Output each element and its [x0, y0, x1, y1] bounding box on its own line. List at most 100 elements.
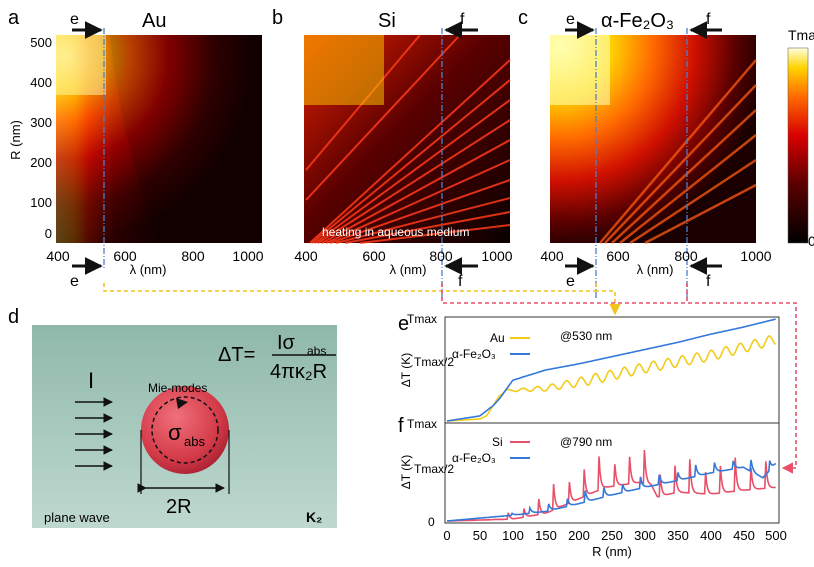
ytick-e-half: Tmax/2	[414, 355, 454, 369]
formula-lhs: ΔT=	[218, 344, 255, 366]
xtick-c-400: 400	[540, 248, 564, 264]
panel-f: f Tmax Tmax/2 0 ΔT (K) @790 nm Si α-Fe₂O…	[398, 415, 787, 559]
xtick-r-300: 300	[634, 528, 656, 543]
xtick-a-600: 600	[113, 248, 137, 264]
colorbar-top-label: Tmax	[788, 27, 814, 43]
ytick-f-half: Tmax/2	[414, 462, 454, 476]
panel-letter-c: c	[518, 7, 528, 29]
sigma-subscript: abs	[184, 434, 205, 449]
plot-frame-f	[444, 422, 780, 524]
panel-b: b Si f f heating in aqueous medium 400 6…	[272, 7, 513, 300]
material-si: Si	[378, 10, 396, 32]
xtick-r-200: 200	[568, 528, 590, 543]
heatmap-au-hotspot	[56, 35, 106, 95]
heatmap-fe-modes	[599, 59, 757, 245]
sigma-symbol: σ	[168, 420, 182, 445]
formula-numerator: Iσ	[277, 332, 296, 354]
panel-letter-e: e	[398, 313, 409, 335]
xtick-b-800: 800	[429, 248, 453, 264]
material-fe: α-Fe₂O₃	[601, 10, 674, 32]
xtick-c-1000: 1000	[740, 248, 771, 264]
xtick-c-800: 800	[674, 248, 698, 264]
series-f-si	[447, 449, 776, 522]
marker-f-bottom-c: f	[706, 273, 711, 290]
connector-530-a	[103, 283, 596, 292]
ytick-a-400: 400	[30, 75, 52, 90]
marker-e-top-a: e	[70, 11, 79, 28]
panel-a: a Au e e R (nm) 0 100 200 300 400 500 40…	[8, 7, 264, 290]
xlabel-c: λ (nm)	[637, 262, 674, 277]
xticks-c: 400 600 800 1000	[540, 248, 771, 264]
ylabel-e: ΔT (K)	[399, 353, 413, 387]
ytick-a-0: 0	[45, 226, 52, 241]
xtick-r-500: 500	[765, 528, 787, 543]
kappa-label: K₂	[306, 509, 322, 525]
diameter-label: 2R	[166, 496, 192, 518]
plane-wave-label: plane wave	[44, 510, 110, 525]
xticks-a: 400 600 800 1000	[46, 248, 263, 264]
ytick-a-200: 200	[30, 155, 52, 170]
legend-e-au: Au	[490, 331, 505, 345]
xtick-a-800: 800	[181, 248, 205, 264]
xtick-a-400: 400	[46, 248, 70, 264]
ytick-a-100: 100	[30, 195, 52, 210]
panel-letter-a: a	[8, 7, 20, 29]
legend-f-si: Si	[492, 435, 503, 449]
ytick-a-300: 300	[30, 115, 52, 130]
mie-mode-arrow-icon	[176, 398, 188, 409]
marker-e-bottom-a: e	[70, 273, 79, 290]
xticks-rplot: 0 50 100 150 200 250 300 350 400 450 500	[443, 528, 786, 543]
colorbar-gradient	[787, 47, 809, 244]
ylabel-a: R (nm)	[8, 120, 23, 160]
panel-letter-f: f	[398, 415, 404, 437]
marker-f-top-c: f	[706, 11, 711, 28]
connectors	[103, 283, 797, 474]
xtick-c-600: 600	[606, 248, 630, 264]
condition-f: @790 nm	[560, 435, 612, 449]
marker-f-top-b: f	[460, 11, 465, 28]
heatmap-fe-hotspot	[550, 35, 610, 105]
legend-f-fe: α-Fe₂O₃	[452, 451, 496, 465]
xtick-r-250: 250	[601, 528, 623, 543]
marker-e-top-c: e	[566, 11, 575, 28]
xtick-r-0: 0	[443, 528, 450, 543]
condition-e: @530 nm	[560, 329, 612, 343]
series-e-au	[446, 335, 777, 422]
marker-e-bottom-c: e	[566, 273, 575, 290]
intensity-label: I	[88, 368, 94, 393]
series-e-fe	[446, 318, 776, 422]
panel-d: d I Mie-modes σ abs 2R plane wave K₂ ΔT=…	[8, 306, 337, 528]
yticks-a: 0 100 200 300 400 500	[30, 35, 52, 241]
nanoparticle-sphere	[141, 386, 229, 474]
xtick-r-50: 50	[473, 528, 487, 543]
xtick-r-400: 400	[700, 528, 722, 543]
xlabel-a: λ (nm)	[130, 262, 167, 277]
series-f-fe	[446, 459, 777, 522]
panel-c: c α-Fe₂O₃ e f e f 400 600 800 1000 λ (nm…	[518, 7, 772, 300]
colorbar-bottom-label: 0	[808, 233, 814, 249]
xtick-r-450: 450	[733, 528, 755, 543]
material-au: Au	[142, 10, 166, 32]
ylabel-f: ΔT (K)	[399, 455, 413, 489]
xtick-r-100: 100	[502, 528, 524, 543]
xtick-r-350: 350	[667, 528, 689, 543]
xtick-b-400: 400	[294, 248, 318, 264]
colorbar: Tmax 0	[787, 27, 814, 249]
xtick-r-150: 150	[535, 528, 557, 543]
legend-e-fe: α-Fe₂O₃	[452, 347, 496, 361]
heatmap-si-hotspot	[304, 35, 384, 105]
xlabel-b: λ (nm)	[390, 262, 427, 277]
panel-letter-d: d	[8, 306, 19, 328]
xlabel-rplot: R (nm)	[592, 544, 632, 559]
xticks-b: 400 600 800 1000	[294, 248, 512, 264]
xtick-b-600: 600	[362, 248, 386, 264]
ytick-a-500: 500	[30, 35, 52, 50]
connector-530-e	[595, 283, 621, 316]
ytick-f-zero: 0	[428, 515, 435, 529]
marker-f-bottom-b: f	[458, 273, 463, 290]
ytick-e-tmax: Tmax	[407, 312, 437, 326]
panel-e: e Tmax Tmax/2 ΔT (K) @530 nm Au α-Fe₂O₃	[398, 312, 780, 424]
mie-mode-loop	[151, 396, 219, 464]
plane-wave-arrows	[75, 397, 113, 471]
